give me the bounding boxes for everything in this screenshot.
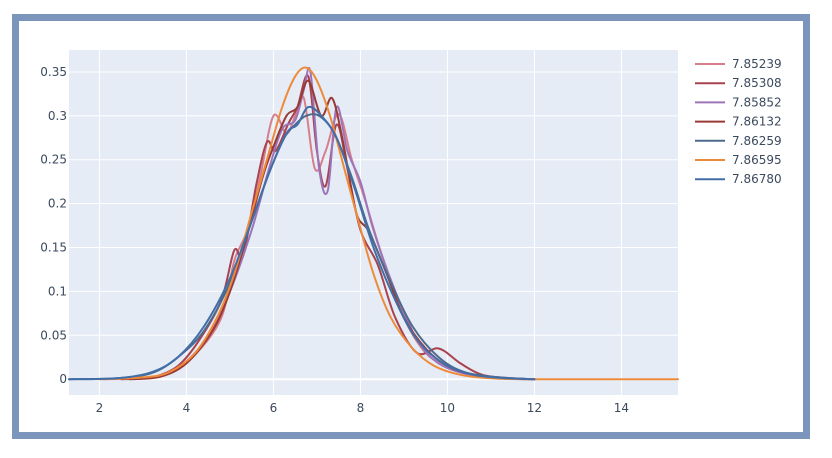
series-line-7.86595 [98,66,679,381]
y-tick-label: 0.1 [48,284,67,298]
legend-label: 7.86780 [732,172,782,186]
y-tick-label: 0 [59,372,67,386]
y-tick-label: 0.3 [48,109,67,123]
x-tick-label: 12 [527,401,542,415]
y-tick-label: 0.35 [40,65,67,79]
y-tick-label: 0.05 [40,328,67,342]
x-tick-label: 2 [96,401,104,415]
y-tick-label: 0.15 [40,241,67,255]
y-axis-ticks: 0 0.05 0.1 0.15 0.2 0.25 0.3 0.35 [40,65,67,386]
series-line-7.86780 [68,105,536,381]
x-axis-ticks: 2 4 6 8 10 12 14 [96,401,629,415]
legend-label: 7.86259 [732,134,782,148]
x-tick-label: 6 [270,401,278,415]
legend-label: 7.86595 [732,153,782,167]
series-lines [68,66,679,381]
x-tick-label: 10 [440,401,455,415]
y-tick-label: 0.25 [40,153,67,167]
legend-label: 7.86132 [732,115,782,129]
x-tick-label: 14 [614,401,629,415]
legend-label: 7.85239 [732,57,782,71]
legend-label: 7.85852 [732,95,782,109]
grid-lines [69,50,678,395]
x-tick-label: 8 [357,401,365,415]
x-tick-label: 4 [183,401,191,415]
legend-label: 7.85308 [732,76,782,90]
plot-area [69,50,678,395]
y-tick-label: 0.2 [48,197,67,211]
legend: 7.85239 7.85308 7.85852 7.86132 7.86259 7.865… [695,57,782,186]
